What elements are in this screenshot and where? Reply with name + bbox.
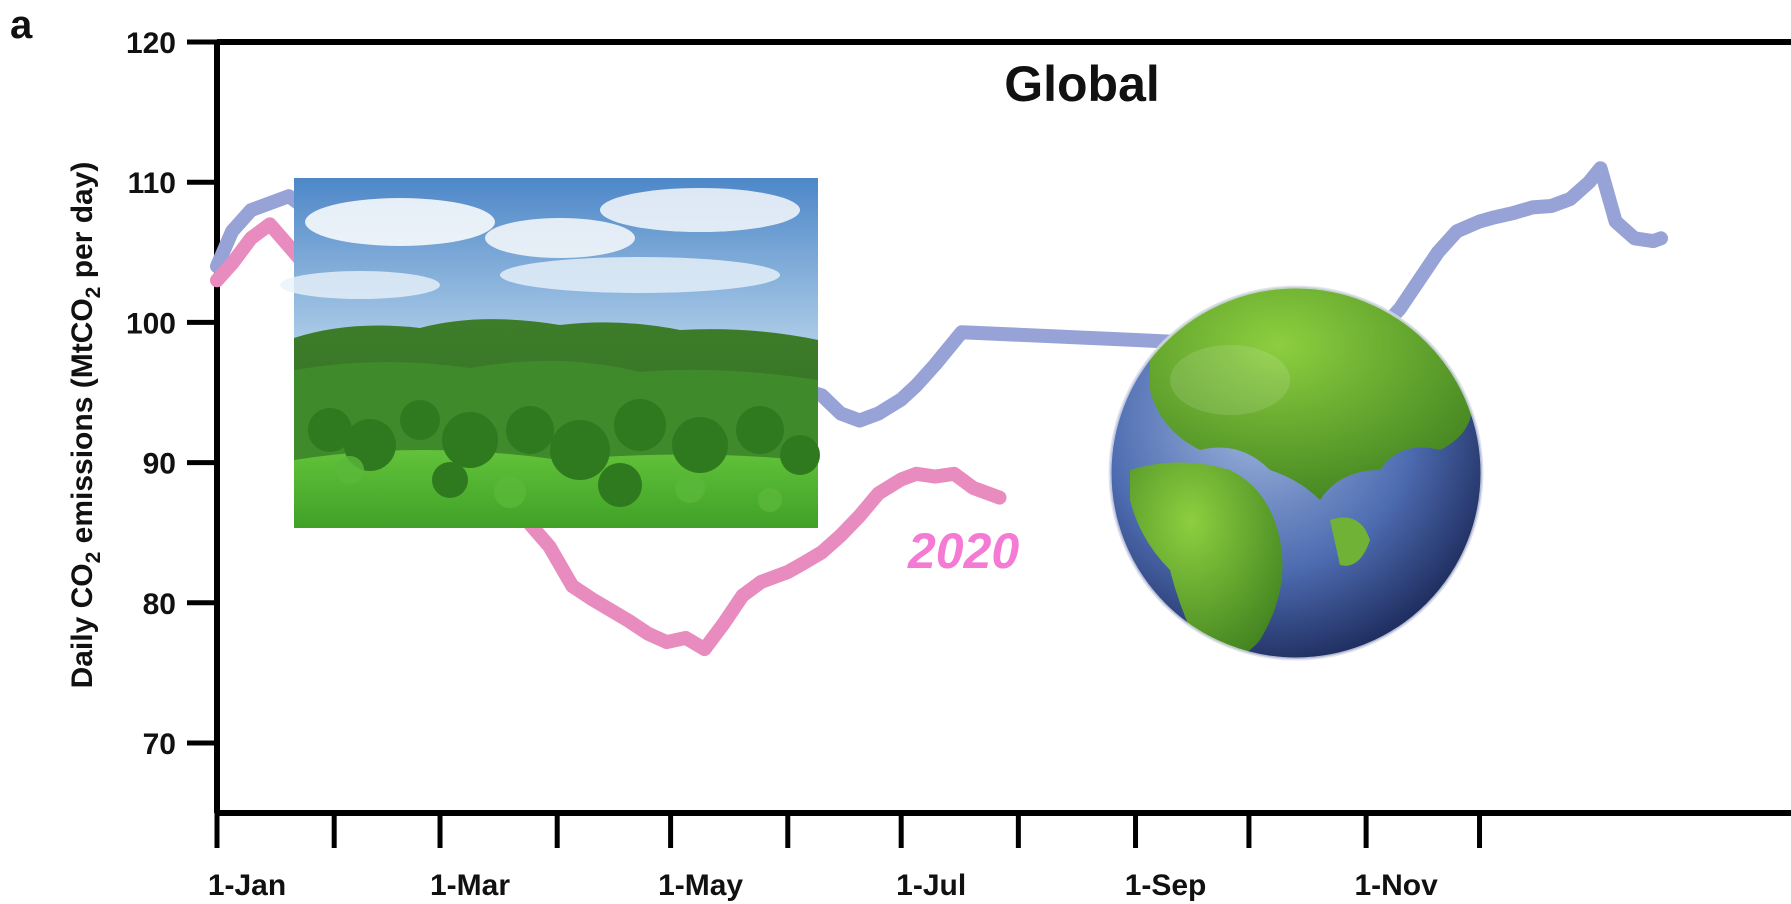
x-tick-label: 1-Jul (896, 869, 966, 902)
panel-label: a (10, 3, 33, 47)
x-tick-label: 1-Mar (430, 869, 510, 902)
x-tick-label: 1-Jan (208, 869, 286, 902)
x-ticks: 1-Jan 1-Mar 1-May 1-Jul 1-Sep 1-Nov (208, 813, 1483, 902)
y-axis-label: Daily CO2 emissions (MtCO2 per day) (66, 162, 105, 689)
series-line-2020 (210, 217, 1007, 657)
x-tick-label: 1-May (658, 869, 743, 902)
y-tick-label: 100 (126, 307, 176, 340)
series-label-2020: 2020 (907, 523, 1019, 579)
y-tick-label: 80 (143, 588, 176, 621)
y-ticks: 70 80 90 100 110 120 (126, 27, 217, 761)
x-tick-label: 1-Sep (1125, 869, 1207, 902)
x-tick-label: 1-Nov (1354, 869, 1438, 902)
y-tick-label: 90 (143, 448, 176, 481)
y-tick-label: 120 (126, 27, 176, 60)
axes (214, 39, 1791, 816)
landscape-photo (280, 178, 820, 528)
earth-globe-image (1108, 285, 1484, 661)
y-tick-label: 110 (128, 167, 176, 200)
y-tick-label: 70 (143, 728, 176, 761)
chart-title: Global (1004, 56, 1160, 112)
